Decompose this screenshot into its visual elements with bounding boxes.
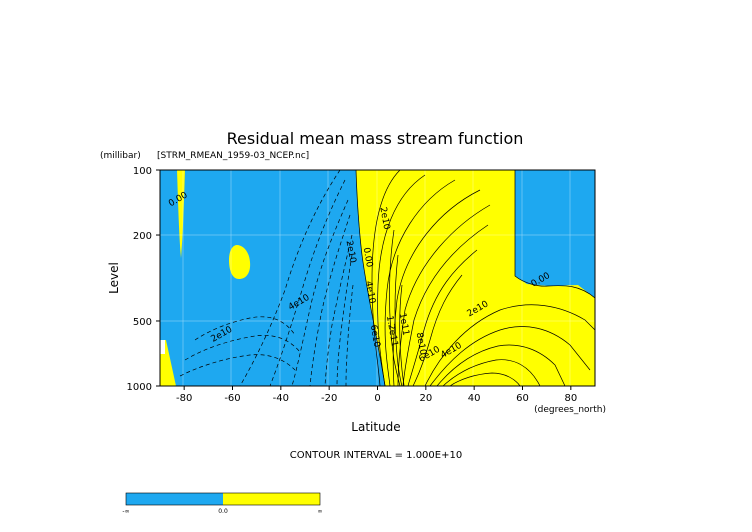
contour-interval: CONTOUR INTERVAL = 1.000E+10: [290, 450, 462, 461]
contour-label: 8e10: [414, 332, 428, 356]
positive-fill-blob: [229, 245, 251, 279]
positive-fill-main: [356, 170, 595, 386]
x-tick-label: -20: [321, 393, 337, 404]
colorbar-negative: [126, 493, 223, 505]
contour-label: 1e11: [397, 312, 411, 336]
x-tick-label: 20: [419, 393, 432, 404]
x-tick-label: -60: [224, 393, 240, 404]
colorbar-label-max: ∞: [318, 508, 323, 515]
chart-subtitle: [STRM_RMEAN_1959-03_NCEP.nc]: [157, 151, 309, 161]
chart-title: Residual mean mass stream function: [227, 129, 524, 148]
x-tick-label: -80: [176, 393, 192, 404]
y-ticks: 100 200 500 1000: [127, 166, 160, 393]
y-units: (millibar): [100, 151, 141, 161]
plot-area: [160, 170, 595, 386]
x-tick-label: 80: [564, 393, 577, 404]
contour-label: 4e10: [363, 280, 377, 304]
colorbar-positive: [223, 493, 320, 505]
y-tick-label: 200: [133, 231, 152, 242]
y-axis-label: Level: [107, 262, 121, 294]
colorbar-label-min: -∞: [122, 508, 129, 515]
colorbar: -∞ 0.0 ∞: [122, 492, 323, 515]
no-data-corner: [160, 340, 165, 354]
x-tick-label: -40: [273, 393, 289, 404]
x-ticks: -80 -60 -40 -20 0 20 40 60 80: [176, 386, 577, 404]
colorbar-label-zero: 0.0: [218, 508, 228, 515]
grid-lines: [160, 170, 595, 386]
x-units: (degrees_north): [534, 405, 606, 415]
contour-label: 0.00: [361, 247, 374, 269]
contour-label: 2e10: [344, 240, 358, 264]
colorbar-frame: [125, 492, 321, 506]
x-tick-label: 40: [468, 393, 481, 404]
negative-contours: [179, 170, 354, 386]
y-tick-label: 500: [133, 317, 152, 328]
y-tick-label: 1000: [127, 382, 152, 393]
contour-label: 2e10: [377, 206, 391, 230]
positive-contours: [355, 170, 595, 386]
x-tick-label: 0: [374, 393, 380, 404]
x-tick-label: 60: [516, 393, 529, 404]
contour-label: 6e10: [368, 324, 382, 348]
x-axis-label: Latitude: [351, 420, 400, 434]
y-tick-label: 100: [133, 166, 152, 177]
